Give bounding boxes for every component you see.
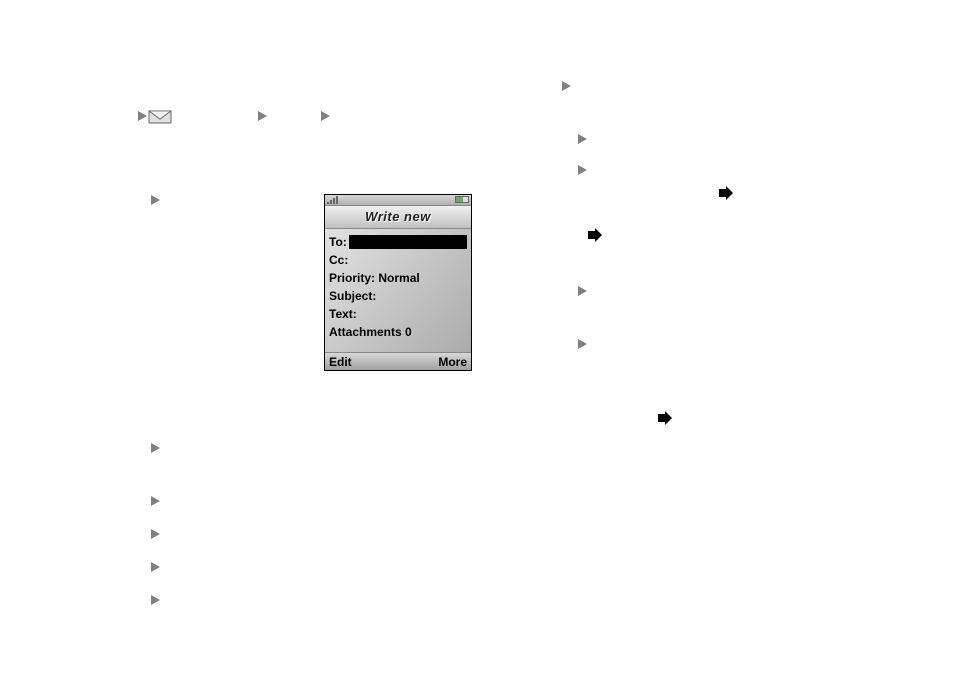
phone-screenshot: Write new To: Cc: Priority: Normal Subje… [324,194,472,371]
bold-arrow-icon [657,410,673,426]
nav-triangle-icon [151,595,160,605]
text-label: Text: [329,305,357,323]
nav-triangle-icon [578,134,587,144]
nav-triangle-icon [578,339,587,349]
nav-triangle-icon [321,111,330,121]
phone-content: To: Cc: Priority: Normal Subject: Text: … [325,229,471,345]
softkey-bar: Edit More [325,352,471,370]
nav-triangle-icon [138,111,147,121]
field-to: To: [329,233,467,251]
attachments-label: Attachments 0 [329,323,412,341]
bold-arrow-icon [587,227,603,243]
nav-triangle-icon [578,286,587,296]
nav-triangle-icon [578,165,587,175]
nav-triangle-icon [151,443,160,453]
field-text: Text: [329,305,467,323]
priority-label: Priority: Normal [329,269,420,287]
status-bar [325,195,471,206]
nav-triangle-icon [151,195,160,205]
field-cc: Cc: [329,251,467,269]
field-priority: Priority: Normal [329,269,467,287]
softkey-left[interactable]: Edit [329,355,352,369]
battery-icon [455,196,469,203]
nav-triangle-icon [151,562,160,572]
nav-triangle-icon [151,529,160,539]
envelope-icon [148,108,172,124]
field-attachments: Attachments 0 [329,323,467,341]
field-subject: Subject: [329,287,467,305]
nav-triangle-icon [258,111,267,121]
bold-arrow-icon [718,185,734,201]
phone-title: Write new [325,206,471,229]
cc-label: Cc: [329,251,348,269]
to-label: To: [329,233,347,251]
to-value-redacted [349,235,467,249]
subject-label: Subject: [329,287,376,305]
nav-triangle-icon [151,496,160,506]
signal-icon [327,196,338,204]
nav-triangle-icon [562,81,571,91]
softkey-right[interactable]: More [438,355,467,369]
